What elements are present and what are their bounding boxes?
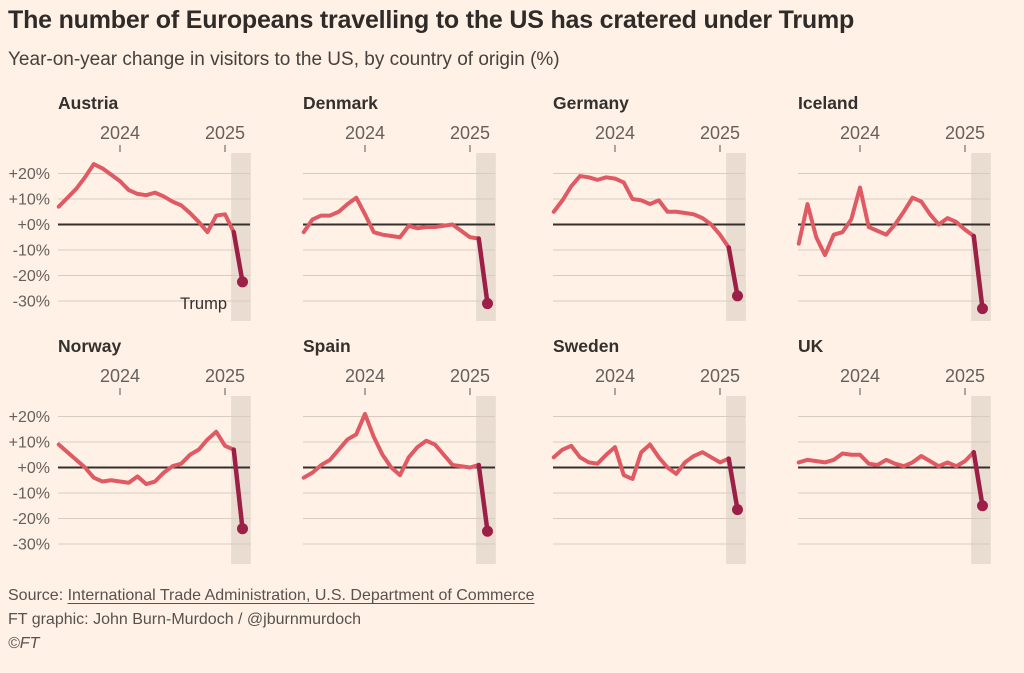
chart-germany-title: Germany — [553, 93, 629, 113]
x-axis-year-label: 2025 — [450, 123, 490, 143]
x-axis-year-label: 2024 — [595, 123, 635, 143]
x-axis-year-label: 2024 — [345, 123, 385, 143]
x-axis-year-label: 2025 — [945, 366, 985, 386]
x-axis-year-label: 2024 — [840, 123, 880, 143]
x-axis-year-label: 2025 — [450, 366, 490, 386]
y-axis-label: +10% — [9, 435, 50, 452]
chart-sweden: Sweden 2024 2025 — [551, 336, 809, 576]
y-axis-label: -30% — [13, 537, 50, 554]
y-axis-label: -10% — [13, 243, 50, 260]
chart-iceland-plot: 2024 2025 — [796, 123, 991, 321]
chart-austria: Austria +20% +10% +0% -10% -20% -30% 2024 2025 T… — [9, 93, 314, 333]
page-subtitle: Year-on-year change in visitors to the U… — [8, 49, 560, 70]
x-axis-year-label: 2024 — [840, 366, 880, 386]
chart-uk-title: UK — [798, 336, 824, 356]
source-line: Source: International Trade Administrati… — [8, 587, 534, 605]
page-title: The number of Europeans travelling to th… — [8, 6, 855, 34]
chart-austria-plot: +20% +10% +0% -10% -20% -30% 2024 2025 Trump — [9, 123, 251, 321]
x-axis-year-label: 2025 — [700, 366, 740, 386]
copyright-label: ©FT — [8, 635, 40, 652]
x-axis-year-label: 2024 — [100, 366, 140, 386]
y-axis-label: -20% — [13, 268, 50, 285]
y-axis-label: -20% — [13, 511, 50, 528]
y-axis-label: +20% — [9, 166, 50, 183]
y-axis-label: -10% — [13, 486, 50, 503]
chart-denmark: Denmark 2024 2025 — [301, 93, 559, 333]
chart-sweden-plot: 2024 2025 — [551, 366, 746, 564]
chart-uk-plot: 2024 2025 — [796, 366, 991, 564]
chart-norway: Norway +20% +10% +0% -10% -20% -30% 2024 2025 — [9, 336, 314, 576]
chart-iceland: Iceland 2024 2025 — [796, 93, 1024, 333]
chart-germany: Germany 2024 2025 — [551, 93, 809, 333]
x-axis-year-label: 2024 — [595, 366, 635, 386]
x-axis-year-label: 2024 — [100, 123, 140, 143]
chart-spain-title: Spain — [303, 336, 351, 356]
chart-norway-plot: +20% +10% +0% -10% -20% -30% 2024 2025 — [9, 366, 251, 564]
x-axis-year-label: 2025 — [945, 123, 985, 143]
source-link[interactable]: International Trade Administration, U.S.… — [67, 587, 535, 604]
chart-spain: Spain 2024 2025 — [301, 336, 559, 576]
y-axis-label: +0% — [18, 217, 50, 234]
chart-germany-plot: 2024 2025 — [551, 123, 746, 321]
x-axis-year-label: 2025 — [205, 366, 245, 386]
y-axis-label: +0% — [18, 460, 50, 477]
x-axis-year-label: 2025 — [700, 123, 740, 143]
y-axis-label: -30% — [13, 294, 50, 311]
chart-uk: UK 2024 2025 — [796, 336, 1024, 576]
y-axis-label: +10% — [9, 192, 50, 209]
chart-austria-title: Austria — [58, 93, 119, 113]
chart-denmark-plot: 2024 2025 — [301, 123, 496, 321]
chart-sweden-title: Sweden — [553, 336, 620, 356]
source-prefix: Source: — [8, 587, 68, 604]
chart-spain-plot: 2024 2025 — [301, 366, 496, 564]
y-axis-label: +20% — [9, 409, 50, 426]
x-axis-year-label: 2024 — [345, 366, 385, 386]
chart-denmark-title: Denmark — [303, 93, 378, 113]
x-axis-year-label: 2025 — [205, 123, 245, 143]
chart-norway-title: Norway — [58, 336, 122, 356]
chart-iceland-title: Iceland — [798, 93, 859, 113]
credit-line: FT graphic: John Burn-Murdoch / @jburnmu… — [8, 611, 361, 628]
trump-annotation: Trump — [180, 295, 227, 313]
